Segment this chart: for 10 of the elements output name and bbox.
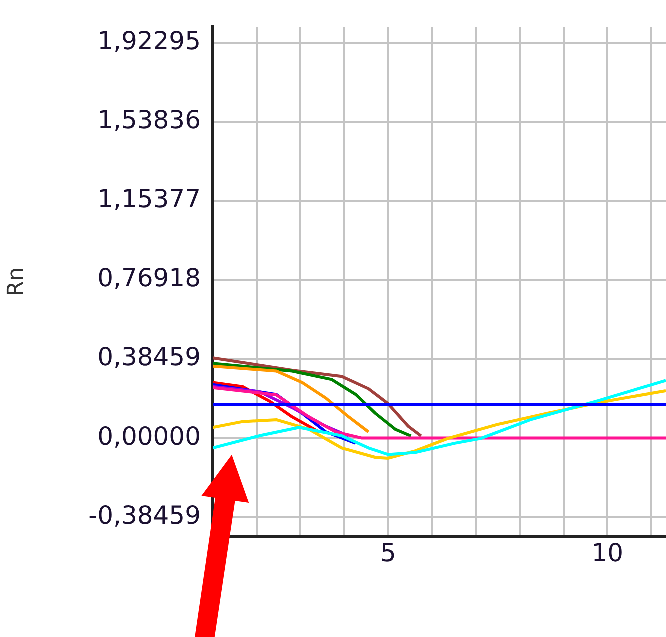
y-tick-label: 1,15377 (98, 184, 201, 214)
y-tick-label: 0,76918 (98, 264, 201, 293)
y-tick-label: -0,38459 (88, 500, 201, 530)
y-tick-label: 0,00000 (98, 422, 201, 451)
y-tick-label: 1,92295 (98, 26, 201, 56)
y-tick-label: 0,38459 (98, 342, 201, 372)
x-tick-label: 10 (592, 538, 624, 568)
y-axis-title: Rn (4, 267, 29, 297)
x-tick-label: 5 (380, 538, 396, 568)
y-tick-label: 1,53836 (98, 105, 201, 134)
